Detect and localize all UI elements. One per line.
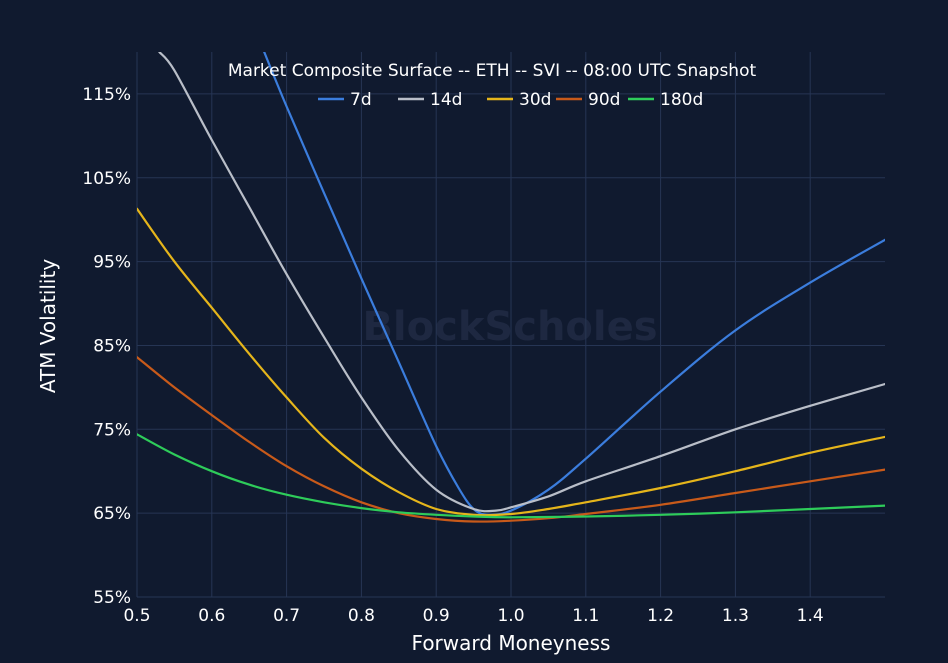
legend-item-180d[interactable]: 180d (628, 90, 703, 110)
x-axis-title: Forward Moneyness (412, 631, 611, 655)
legend-label: 180d (660, 90, 703, 110)
legend-label: 30d (519, 90, 551, 110)
x-tick-labels: 0.5 0.6 0.7 0.8 0.9 1.0 1.1 1.2 1.3 1.4 (123, 606, 823, 626)
x-tick-label: 1.0 (497, 606, 524, 626)
x-tick-label: 0.8 (348, 606, 375, 626)
y-axis-title: ATM Volatility (36, 259, 60, 393)
legend[interactable]: 7d 14d 30d 90d 180d (318, 90, 703, 110)
x-tick-label: 0.7 (273, 606, 300, 626)
legend-label: 7d (350, 90, 372, 110)
legend-item-30d[interactable]: 30d (487, 90, 551, 110)
y-tick-label: 75% (93, 420, 131, 440)
y-tick-label: 95% (93, 253, 131, 273)
legend-label: 14d (430, 90, 462, 110)
x-tick-label: 1.2 (647, 606, 674, 626)
series-line-7d (263, 52, 885, 516)
series-line-90d (137, 356, 885, 523)
legend-item-14d[interactable]: 14d (398, 90, 462, 110)
series-line-14d (158, 52, 885, 513)
series-line-180d (137, 433, 885, 519)
legend-label: 90d (588, 90, 620, 110)
series-lines (137, 52, 885, 523)
y-tick-label: 105% (82, 169, 131, 189)
y-tick-label: 55% (93, 588, 131, 608)
y-tick-labels: 55% 65% 75% 85% 95% 105% 115% (82, 85, 131, 608)
watermark: BlockScholes (362, 304, 657, 350)
series-line-30d (137, 207, 885, 517)
x-tick-label: 0.6 (198, 606, 225, 626)
x-tick-label: 1.1 (572, 606, 599, 626)
y-tick-label: 115% (82, 85, 131, 105)
x-tick-label: 0.5 (123, 606, 150, 626)
y-tick-label: 65% (93, 504, 131, 524)
chart-title: Market Composite Surface -- ETH -- SVI -… (228, 61, 757, 81)
grid (136, 52, 885, 598)
x-tick-label: 1.3 (722, 606, 749, 626)
x-tick-label: 0.9 (423, 606, 450, 626)
x-tick-label: 1.4 (797, 606, 824, 626)
legend-item-7d[interactable]: 7d (318, 90, 372, 110)
y-tick-label: 85% (93, 336, 131, 356)
legend-item-90d[interactable]: 90d (556, 90, 620, 110)
